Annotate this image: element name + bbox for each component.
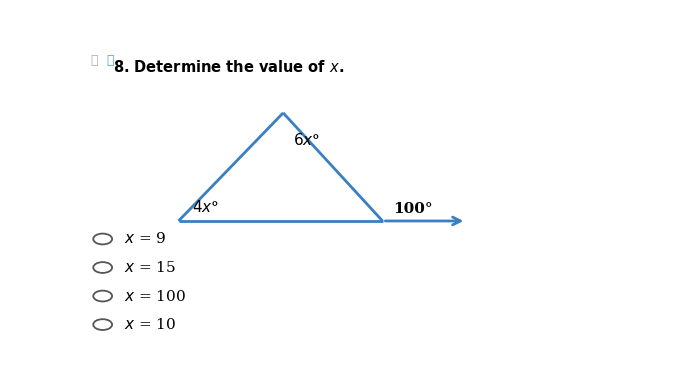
Text: 🔖: 🔖 (90, 54, 98, 67)
Text: 📋: 📋 (107, 54, 114, 67)
Text: $x$ = 9: $x$ = 9 (124, 232, 166, 246)
Text: $x$ = 15: $x$ = 15 (124, 260, 176, 275)
Text: $6x$°: $6x$° (292, 132, 320, 148)
Text: $x$ = 100: $x$ = 100 (124, 289, 186, 303)
Text: $4x$°: $4x$° (192, 199, 219, 215)
Text: 100°: 100° (393, 202, 433, 216)
Text: $x$ = 10: $x$ = 10 (124, 317, 176, 332)
Text: 8. Determine the value of $x$.: 8. Determine the value of $x$. (113, 59, 344, 75)
